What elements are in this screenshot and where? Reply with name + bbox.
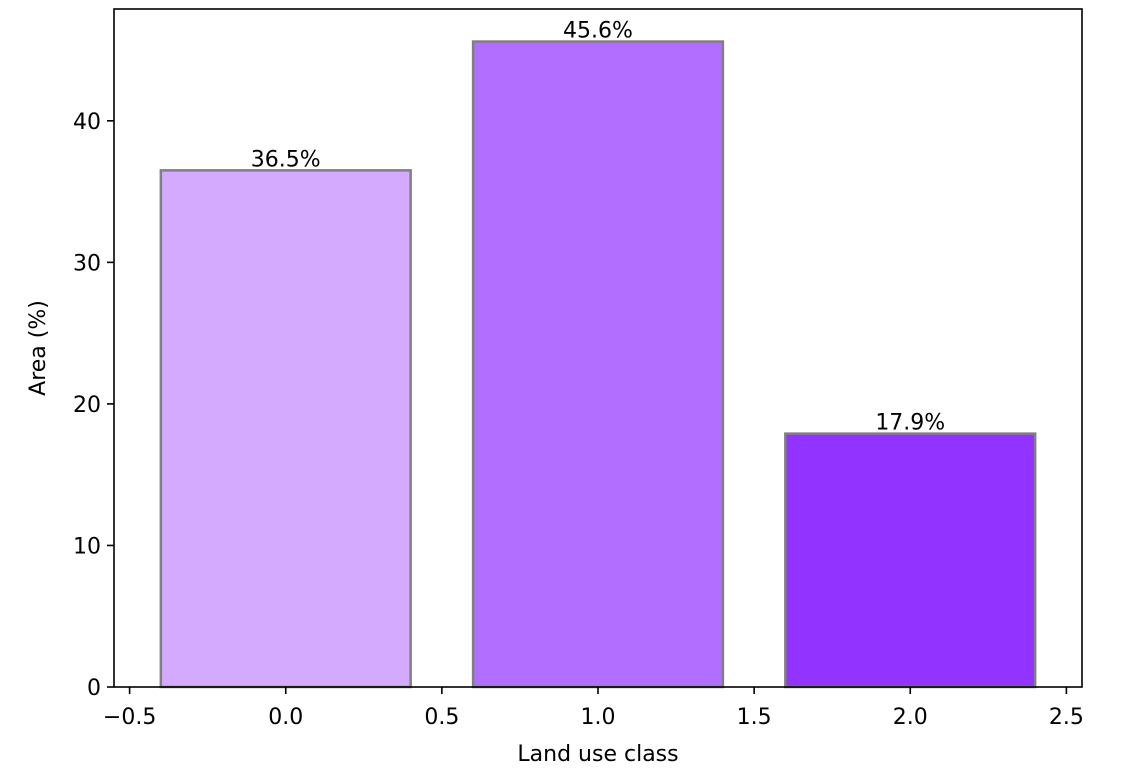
- x-tick-label: 0.5: [424, 705, 459, 730]
- bars-layer: [159, 40, 1037, 689]
- x-axis: −0.5 0.0 0.5 1.0 1.5 2.0 2.5: [103, 687, 1084, 730]
- bar-value-label: 36.5%: [251, 147, 321, 172]
- y-tick-label: 0: [87, 676, 101, 701]
- x-tick-label: 0.0: [268, 705, 303, 730]
- data-labels-layer: 36.5% 45.6% 17.9%: [251, 19, 945, 436]
- bar: [159, 169, 412, 689]
- x-axis-label: Land use class: [517, 742, 678, 767]
- y-tick-label: 40: [73, 110, 101, 135]
- y-axis: 0 10 20 30 40: [73, 110, 114, 701]
- y-tick-label: 20: [73, 393, 101, 418]
- bar-value-label: 17.9%: [875, 411, 945, 436]
- y-tick-label: 30: [73, 251, 101, 276]
- bar: [784, 432, 1037, 689]
- x-tick-label: 2.0: [893, 705, 928, 730]
- bar-value-label: 45.6%: [563, 19, 633, 44]
- x-tick-label: 1.5: [737, 705, 772, 730]
- y-axis-label: Area (%): [26, 300, 51, 396]
- bar: [471, 40, 725, 689]
- y-tick-label: 10: [73, 534, 101, 559]
- x-tick-label: 2.5: [1049, 705, 1084, 730]
- x-tick-label: 1.0: [581, 705, 616, 730]
- x-tick-label: −0.5: [103, 705, 156, 730]
